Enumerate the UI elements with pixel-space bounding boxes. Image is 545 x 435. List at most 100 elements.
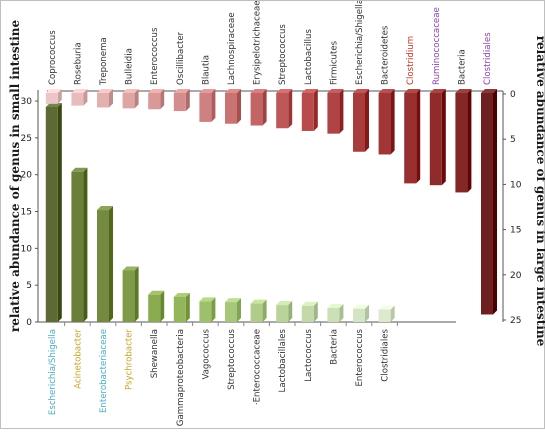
small-category-label: Psychrobacter [125, 329, 135, 390]
large-category-label: Lactobacillus [304, 29, 314, 85]
large-bar-top [45, 89, 62, 93]
large-bar [327, 93, 340, 134]
small-bar [327, 308, 340, 322]
large-category-label: Streptococcus [278, 24, 288, 85]
large-bar [404, 93, 417, 184]
small-category-label: Enterobacteriaceae [99, 329, 109, 413]
large-bar [481, 93, 493, 315]
large-bar-side [288, 89, 293, 129]
small-bar [225, 302, 237, 322]
small-bar-side [313, 301, 318, 322]
large-bar-side [365, 89, 369, 152]
large-bar-side [57, 89, 62, 104]
small-bar-top [173, 292, 190, 297]
left-tick-label: 30 [21, 97, 33, 107]
small-bar-side [390, 305, 395, 322]
right-tick-label: 0 [510, 90, 516, 100]
small-bar-side [160, 290, 165, 322]
left-tick-label: 5 [26, 281, 32, 291]
large-category-label: Clostridium [406, 36, 416, 85]
large-bar-top [71, 89, 88, 93]
left-tick-label: 15 [21, 208, 32, 218]
small-bar-top [45, 102, 62, 107]
large-bar-side [134, 89, 139, 109]
large-category-label: Blautia [201, 55, 211, 85]
large-bar-side [390, 89, 395, 155]
small-bar-top [97, 206, 113, 211]
large-bar [173, 93, 186, 112]
large-category-label: Bulleidia [125, 48, 135, 85]
small-bar-side [237, 298, 241, 322]
small-bar-side [211, 297, 216, 322]
large-bar-side [441, 89, 446, 186]
large-category-label: Roseburia [73, 42, 83, 85]
large-bar-side [339, 89, 344, 134]
large-bar-side [467, 89, 472, 193]
small-bar [199, 301, 212, 322]
small-category-label: Enterococcus [355, 328, 365, 386]
small-category-label: Clostridiales [381, 328, 391, 381]
large-bar-side [185, 89, 190, 112]
large-bar-side [109, 89, 113, 108]
small-bar-top [199, 297, 216, 302]
small-bar-top [71, 167, 88, 172]
right-tick-label: 25 [510, 316, 521, 326]
large-bar-top [199, 89, 216, 93]
right-tick-label: 5 [510, 135, 516, 145]
right-tick-label: 10 [510, 180, 522, 190]
small-bar-top [122, 266, 139, 271]
small-bar-top [225, 298, 241, 303]
axes-layer: 0 5 10 15 20 25 30 0 5 10 15 20 25 [21, 90, 522, 328]
small-category-label: Bacteria [329, 329, 339, 365]
small-category-label: Lactobacillales [278, 328, 288, 392]
bars-layer [45, 89, 497, 322]
large-bar-top [148, 89, 165, 93]
small-category-label: Streptococcus [227, 328, 237, 389]
small-bar [45, 106, 58, 322]
large-category-label: Oscillibacter [176, 31, 186, 85]
small-category-label: ·Enterococcaceae [253, 329, 263, 405]
small-bar-side [262, 299, 267, 322]
large-bar [148, 93, 161, 110]
small-category-label: Gammaproteobacteria [176, 329, 186, 426]
large-bar [353, 93, 365, 152]
small-bar [353, 308, 365, 322]
labels-layer: Escherichia/Shigella Acinetobacter Enterob… [48, 0, 493, 426]
large-bar-top [276, 89, 293, 93]
left-tick-label: 10 [21, 244, 33, 254]
large-bar-top [327, 89, 344, 93]
large-category-label: Enterococcus [150, 27, 160, 85]
small-bar [148, 294, 161, 322]
small-bar [378, 309, 391, 322]
large-bar-top [378, 89, 395, 93]
large-bar-top [173, 89, 190, 93]
large-category-label: Bacteroidetes [381, 25, 391, 85]
large-bar [455, 93, 468, 193]
small-bar-top [148, 290, 165, 295]
large-bar-top [122, 89, 139, 93]
small-category-label: Vagococcus [201, 328, 211, 379]
large-category-label: Bacteria [457, 49, 467, 85]
small-bar-side [134, 266, 139, 322]
large-bar-side [83, 89, 88, 106]
large-bar [71, 93, 84, 106]
small-bar [173, 296, 186, 322]
large-bar [301, 93, 314, 131]
large-bar [250, 93, 263, 126]
large-bar [378, 93, 391, 155]
left-tick-label: 0 [26, 318, 32, 328]
large-bar-top [97, 89, 113, 93]
large-bar [45, 93, 58, 104]
small-category-label: Escherichia/Shigella [48, 329, 58, 415]
large-category-label: Coprococcus [48, 30, 58, 85]
small-bar-side [109, 206, 113, 322]
small-bar [301, 305, 314, 322]
large-bar-side [493, 89, 497, 315]
small-bar [122, 270, 135, 322]
small-bar-top [250, 299, 267, 304]
large-category-label: Clostridiales [483, 32, 493, 85]
large-category-label: Erysipelotrichaceae [253, 1, 263, 85]
small-bar-side [339, 304, 344, 322]
